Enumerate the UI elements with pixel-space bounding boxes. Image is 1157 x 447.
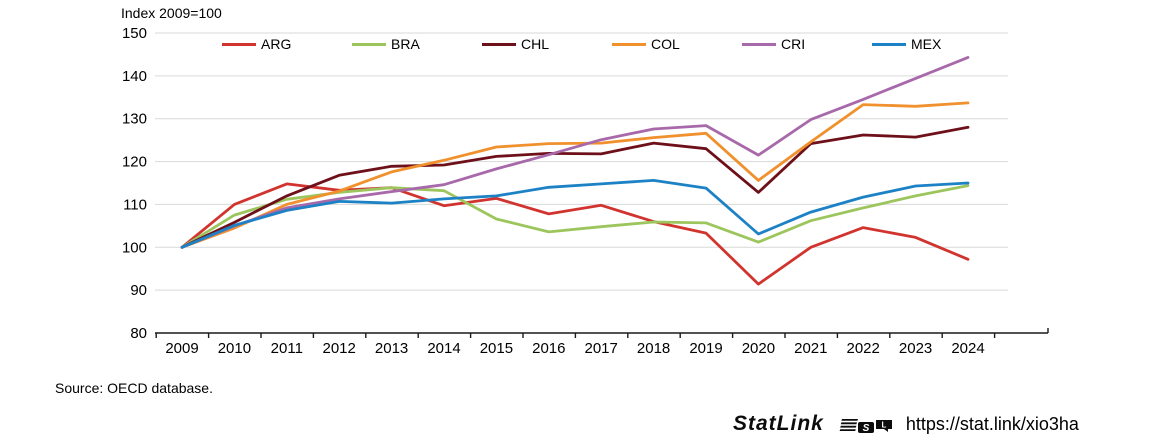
x-tick-label: 2010 bbox=[218, 340, 251, 357]
legend-item-CRI: CRI bbox=[742, 36, 872, 52]
legend-item-BRA: BRA bbox=[352, 36, 482, 52]
x-tick-label: 2023 bbox=[899, 340, 932, 357]
svg-text:S: S bbox=[863, 423, 870, 434]
x-tick-label: 2011 bbox=[271, 340, 303, 357]
statlink-icon: S L bbox=[839, 419, 892, 434]
x-tick-label: 2020 bbox=[742, 340, 775, 357]
legend-item-ARG: ARG bbox=[222, 36, 352, 52]
y-tick-label: 130 bbox=[122, 111, 147, 128]
x-tick-label: 2018 bbox=[637, 340, 670, 357]
chart-title: Index 2009=100 bbox=[121, 5, 222, 21]
chart-legend: ARG BRA CHL COL CRI MEX bbox=[222, 36, 1012, 52]
x-tick-label: 2012 bbox=[323, 340, 356, 357]
y-tick-label: 90 bbox=[130, 282, 147, 299]
x-tick-label: 2021 bbox=[794, 340, 827, 357]
statlink-url[interactable]: https://stat.link/xio3ha bbox=[905, 413, 1079, 434]
y-tick-label: 100 bbox=[122, 239, 147, 256]
x-tick-label: 2013 bbox=[375, 340, 408, 357]
y-tick-label: 120 bbox=[122, 154, 147, 171]
x-tick-label: 2016 bbox=[532, 340, 565, 357]
legend-swatch-BRA bbox=[352, 42, 386, 46]
legend-label-CHL: CHL bbox=[521, 36, 550, 52]
y-tick-label: 80 bbox=[130, 325, 147, 342]
series-line-COL bbox=[180, 101, 970, 249]
x-tick-label: 2017 bbox=[585, 340, 618, 357]
legend-swatch-MEX bbox=[872, 42, 906, 46]
legend-swatch-COL bbox=[612, 42, 646, 46]
legend-label-CRI: CRI bbox=[781, 36, 806, 52]
legend-label-BRA: BRA bbox=[391, 36, 420, 52]
chart-canvas: 80 90 100 110 120 130 140 150 2009 2010 2011 2012 20… bbox=[122, 25, 1049, 357]
statlink-row: StatLink S L https://stat.link/xio3ha bbox=[733, 412, 1079, 436]
legend-swatch-ARG bbox=[222, 42, 256, 46]
x-tick-label: 2009 bbox=[165, 340, 198, 357]
series-line-CRI bbox=[180, 56, 970, 249]
x-tick-label: 2022 bbox=[847, 340, 880, 357]
y-tick-label: 110 bbox=[123, 196, 147, 213]
legend-item-MEX: MEX bbox=[872, 36, 1002, 52]
series-line-CHL bbox=[180, 125, 970, 249]
y-tick-label: 140 bbox=[122, 68, 147, 85]
legend-swatch-CRI bbox=[742, 42, 776, 46]
series-line-MEX bbox=[180, 178, 970, 249]
x-tick-label: 2024 bbox=[951, 340, 984, 357]
source-note: Source: OECD database. bbox=[55, 380, 213, 396]
x-tick-label: 2019 bbox=[689, 340, 722, 357]
statlink-brand: StatLink bbox=[733, 412, 824, 435]
legend-label-ARG: ARG bbox=[261, 36, 292, 52]
x-tick-label: 2014 bbox=[427, 340, 460, 357]
y-tick-label: 150 bbox=[122, 25, 147, 42]
x-tick-label: 2015 bbox=[480, 340, 513, 357]
legend-label-MEX: MEX bbox=[911, 36, 942, 52]
legend-item-CHL: CHL bbox=[482, 36, 612, 52]
legend-item-COL: COL bbox=[612, 36, 742, 52]
svg-text:L: L bbox=[881, 421, 886, 430]
legend-swatch-CHL bbox=[482, 42, 516, 46]
series-line-BRA bbox=[180, 184, 970, 249]
legend-label-COL: COL bbox=[651, 36, 680, 52]
